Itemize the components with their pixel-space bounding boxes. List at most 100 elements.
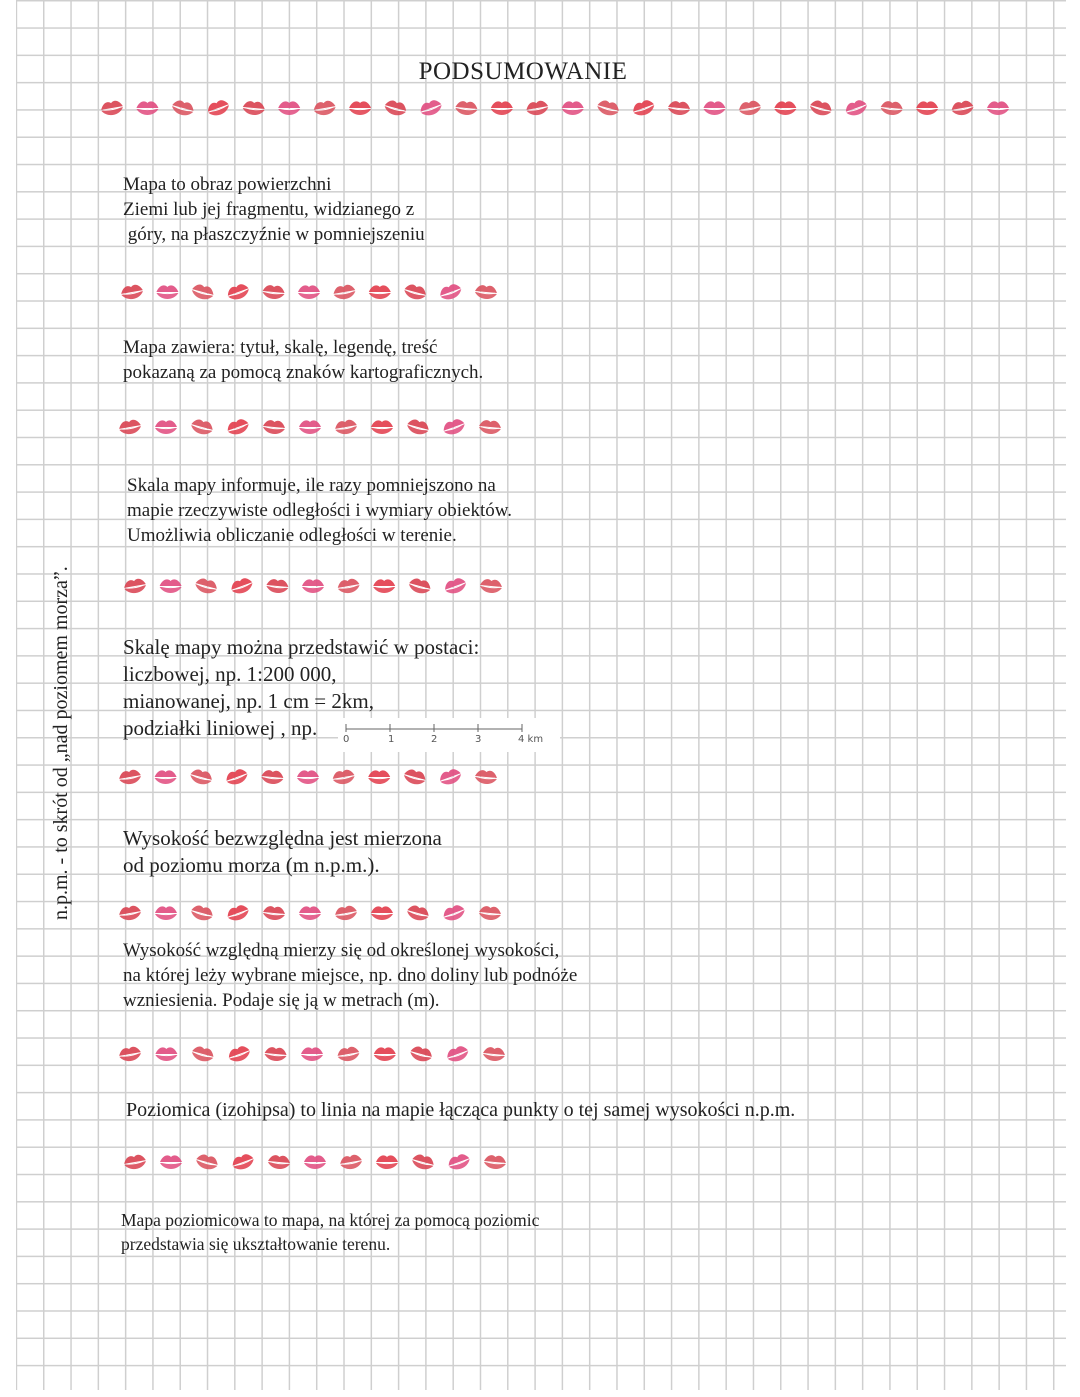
lipstick-kiss-icon (987, 101, 1009, 115)
lipstick-kiss-icon (371, 420, 393, 434)
lipstick-kiss-icon (261, 770, 284, 784)
lipstick-kiss-icon (490, 101, 513, 115)
lipstick-kiss-icon (478, 906, 501, 920)
lipstick-kiss-icon (119, 419, 142, 435)
lipstick-kiss-icon (443, 905, 465, 921)
kiss-row-graphic (119, 1046, 505, 1062)
lipstick-kiss-icon (703, 101, 726, 115)
lipstick-kiss-icon (191, 284, 214, 300)
lipstick-kiss-icon (226, 769, 248, 785)
lipstick-kiss-icon (739, 100, 761, 116)
lipstick-kiss-icon (337, 578, 360, 594)
lipstick-kiss-icon (384, 100, 407, 116)
lipstick-kiss-icon (299, 420, 321, 434)
lipstick-kiss-icon (262, 906, 285, 920)
lipstick-kiss-icon (262, 285, 285, 299)
lipstick-kiss-icon (332, 769, 355, 785)
lipstick-kiss-icon (232, 1154, 254, 1170)
kiss-row (123, 1150, 507, 1174)
lipstick-kiss-icon (207, 100, 229, 116)
lipstick-kiss-icon (368, 770, 391, 784)
lipstick-kiss-icon (266, 579, 289, 593)
lipstick-kiss-icon (335, 419, 358, 435)
scale-tick-label: 4 km (518, 734, 544, 745)
lipstick-kiss-icon (231, 578, 253, 594)
lipstick-kiss-icon (404, 284, 426, 300)
lipstick-kiss-icon (774, 101, 797, 115)
kiss-row-graphic (119, 419, 501, 435)
lipstick-kiss-icon (299, 906, 321, 920)
lipstick-kiss-icon (337, 1046, 360, 1062)
kiss-row-graphic (119, 905, 501, 921)
kiss-row (123, 574, 503, 598)
lipstick-kiss-icon (298, 285, 320, 299)
lipstick-kiss-icon (880, 101, 903, 115)
lipstick-kiss-icon (302, 579, 324, 593)
page-title: PODSUMOWANIE (418, 58, 628, 85)
lipstick-kiss-icon (482, 1047, 505, 1061)
lipstick-kiss-icon (809, 100, 832, 116)
kiss-row (120, 280, 498, 304)
lipstick-kiss-icon (373, 579, 396, 593)
lipstick-kiss-icon (335, 905, 358, 921)
lipstick-kiss-icon (407, 905, 429, 921)
kiss-row-graphic (124, 578, 502, 594)
lipstick-kiss-icon (227, 284, 249, 300)
lipstick-kiss-icon (297, 770, 319, 784)
lipstick-kiss-icon (195, 578, 217, 594)
kiss-row-graphic (119, 769, 497, 785)
lipstick-kiss-icon (368, 285, 391, 299)
lipstick-kiss-icon (448, 1154, 470, 1170)
lipstick-kiss-icon (633, 100, 655, 116)
lipstick-kiss-icon (420, 100, 442, 116)
scale-info-text: Skala mapy informuje, ile razy pomniejsz… (127, 475, 512, 546)
lipstick-kiss-icon (155, 420, 177, 434)
relative-height-text: Wysokość względną mierzy się od określon… (123, 940, 578, 1011)
linear-scale-bar: 0 1 2 3 4 km (338, 718, 560, 752)
lipstick-kiss-icon (526, 100, 549, 116)
lipstick-kiss-icon (474, 770, 497, 784)
scale-tick-label: 0 (343, 734, 350, 745)
scale-forms-text: Skalę mapy można przedstawić w postaci: … (123, 635, 480, 740)
lipstick-kiss-icon (349, 101, 372, 115)
lipstick-kiss-icon (479, 579, 502, 593)
lipstick-kiss-icon (227, 419, 249, 435)
lipstick-kiss-icon (483, 1155, 506, 1169)
lipstick-kiss-icon (191, 419, 213, 435)
lipstick-kiss-icon (191, 905, 213, 921)
lipstick-kiss-icon (171, 100, 194, 116)
lipstick-kiss-icon (951, 100, 974, 116)
lipstick-kiss-icon (227, 905, 249, 921)
lipstick-kiss-icon (264, 1047, 287, 1061)
scale-tick-label: 1 (388, 734, 395, 745)
contour-map-text: Mapa poziomicowa to mapa, na której za p… (121, 1210, 540, 1254)
lipstick-kiss-icon (916, 101, 939, 115)
lipstick-kiss-icon (447, 1046, 469, 1062)
lipstick-kiss-icon (101, 100, 124, 116)
lipstick-kiss-icon (124, 578, 147, 594)
map-definition-text: Mapa to obraz powierzchni Ziemi lub jej … (123, 174, 425, 245)
kiss-row (118, 415, 502, 439)
kiss-row-graphic (101, 100, 1009, 116)
lipstick-kiss-icon (267, 1155, 290, 1169)
lipstick-kiss-icon (410, 1046, 432, 1062)
side-note-vertical: n.p.m. - to skrót od „nad poziomem morza… (50, 566, 72, 920)
lipstick-kiss-icon (156, 285, 179, 299)
lipstick-kiss-icon (667, 101, 690, 115)
kiss-row-graphic (124, 1154, 506, 1170)
lipstick-kiss-icon (371, 906, 393, 920)
lipstick-kiss-icon (155, 1047, 178, 1061)
lipstick-kiss-icon (119, 1046, 142, 1062)
lipstick-kiss-icon (412, 1154, 434, 1170)
kiss-row (100, 96, 1010, 120)
lipstick-kiss-icon (845, 100, 867, 116)
lipstick-kiss-icon (119, 905, 142, 921)
lipstick-kiss-icon (136, 101, 159, 115)
scale-bar-line (345, 724, 523, 732)
lipstick-kiss-icon (340, 1154, 363, 1170)
lipstick-kiss-icon (160, 1155, 182, 1169)
lipstick-kiss-icon (196, 1154, 218, 1170)
lipstick-kiss-icon (333, 284, 356, 300)
lipstick-kiss-icon (597, 100, 619, 116)
lipstick-kiss-icon (304, 1155, 326, 1169)
